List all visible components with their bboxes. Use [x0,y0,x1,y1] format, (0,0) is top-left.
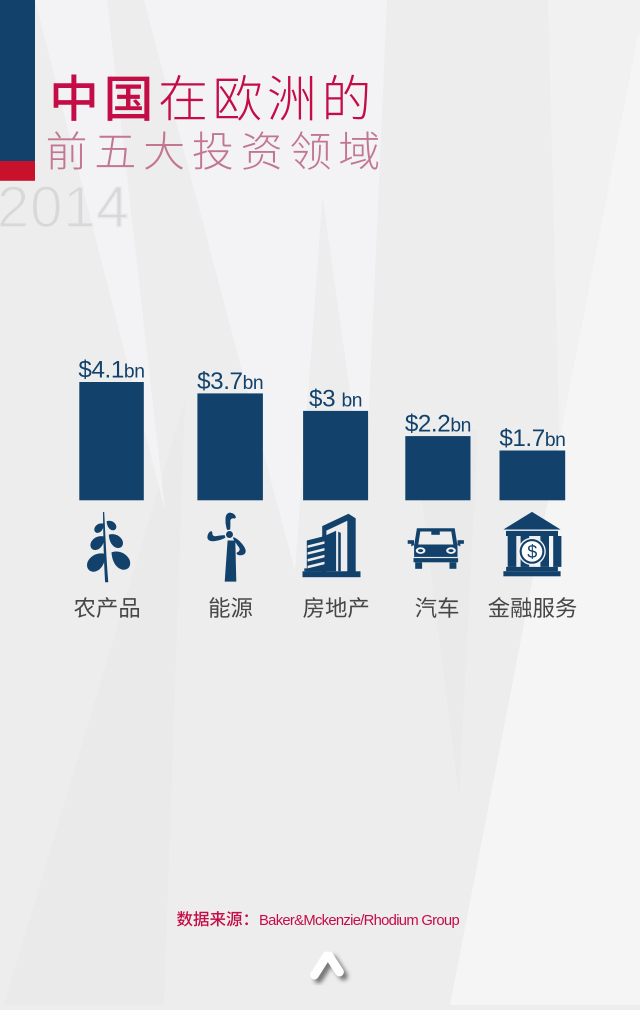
svg-text:$4.1bn: $4.1bn [78,357,144,384]
svg-text:Baker&Mckenzie/Rhodium Group: Baker&Mckenzie/Rhodium Group [259,913,459,929]
svg-text:$3.7bn: $3.7bn [197,368,263,395]
svg-text:2014: 2014 [0,175,129,240]
svg-text:$1.7bn: $1.7bn [499,425,565,452]
svg-text:$: $ [527,542,537,562]
svg-text:$3 bn: $3 bn [309,385,362,412]
svg-text:$2.2bn: $2.2bn [405,411,471,438]
